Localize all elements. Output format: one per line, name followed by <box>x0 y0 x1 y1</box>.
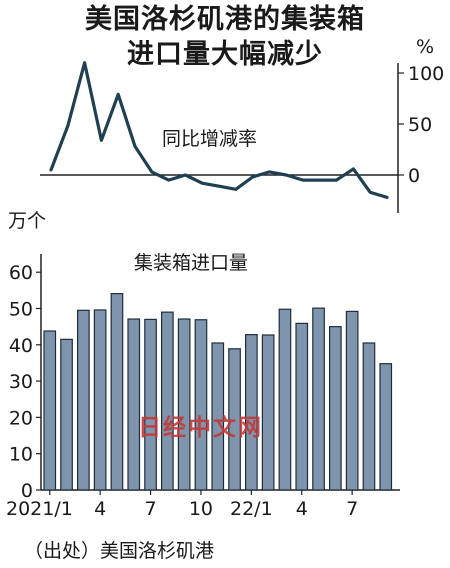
bar <box>161 311 174 491</box>
line-y-tick-label: 50 <box>408 114 432 136</box>
bar <box>93 309 107 491</box>
line-y-tick-label: 0 <box>408 165 420 187</box>
bar <box>379 363 393 491</box>
bar-y-tick-label: 30 <box>9 371 33 393</box>
bar <box>312 307 325 491</box>
line-y-tick-label: 100 <box>408 63 444 85</box>
source-note: （出处）美国洛杉矶港 <box>24 540 215 562</box>
bar <box>76 309 90 491</box>
bar <box>60 338 73 491</box>
chart-title-line1: 美国洛杉矶港的集装箱 <box>85 4 365 35</box>
series-line <box>49 61 389 199</box>
bar-y-tick-label: 60 <box>9 262 33 284</box>
bar <box>110 293 124 491</box>
bar-x-tick-label: 22/1 <box>230 498 273 520</box>
bar <box>278 308 292 491</box>
bar <box>329 326 342 491</box>
bar-y-tick-label: 20 <box>9 407 33 429</box>
bar <box>211 342 225 491</box>
bar <box>43 330 57 491</box>
bar <box>295 322 309 491</box>
bar-y-tick-label: 40 <box>9 335 33 357</box>
chart-title-line2: 进口量大幅减少 <box>127 39 323 70</box>
bar-x-tick-label: 4 <box>94 498 106 520</box>
bottom-chart-unit: 万个 <box>8 210 47 232</box>
bar <box>261 334 275 491</box>
bar <box>345 310 359 491</box>
bar-x-tick-label: 7 <box>346 498 358 520</box>
bar-x-tick-label: 10 <box>189 498 213 520</box>
bar-x-tick-label: 7 <box>145 498 157 520</box>
bar <box>127 318 141 491</box>
bar-y-tick-label: 0 <box>21 480 33 502</box>
bar <box>144 318 157 491</box>
bar <box>228 348 241 491</box>
watermark: 日经中文网 <box>138 415 263 441</box>
bar-y-tick-label: 10 <box>9 444 33 466</box>
bar <box>362 342 376 491</box>
bar-x-tick-label: 4 <box>296 498 308 520</box>
bar <box>194 319 208 491</box>
bar-x-tick-label: 2021/1 <box>6 498 73 520</box>
bar <box>177 318 191 491</box>
bar-y-tick-label: 50 <box>9 299 33 321</box>
top-chart-unit: % <box>416 36 435 58</box>
bottom-chart-label: 集装箱进口量 <box>134 252 249 274</box>
top-chart-label: 同比增减率 <box>162 128 258 150</box>
